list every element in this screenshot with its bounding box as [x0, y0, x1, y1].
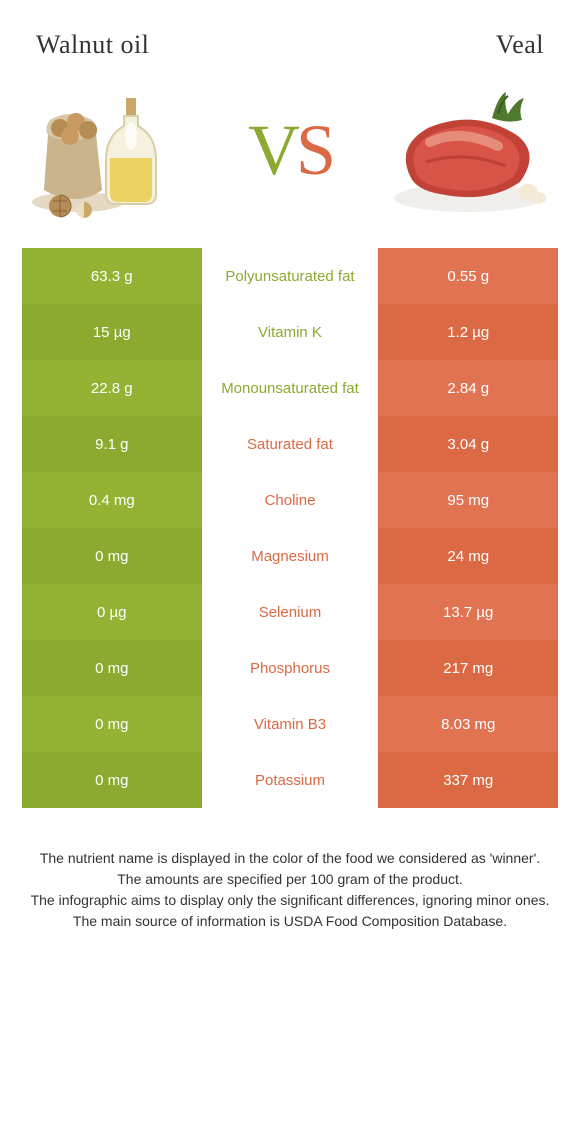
image-walnut-oil [30, 80, 200, 220]
title-right: Veal [496, 30, 544, 60]
value-left: 0 mg [22, 640, 202, 696]
vs-label: VS [248, 109, 332, 192]
value-right: 337 mg [378, 752, 558, 808]
nutrient-label: Polyunsaturated fat [202, 248, 379, 304]
value-left: 0 mg [22, 752, 202, 808]
value-right: 95 mg [378, 472, 558, 528]
vs-v: V [248, 110, 296, 190]
nutrient-label: Choline [202, 472, 379, 528]
table-row: 15 µgVitamin K1.2 µg [22, 304, 558, 360]
comparison-table-wrap: 63.3 gPolyunsaturated fat0.55 g15 µgVita… [0, 248, 580, 808]
table-row: 0 mgPotassium337 mg [22, 752, 558, 808]
value-right: 3.04 g [378, 416, 558, 472]
value-right: 1.2 µg [378, 304, 558, 360]
nutrient-label: Vitamin B3 [202, 696, 379, 752]
footnote-line: The main source of information is USDA F… [30, 911, 550, 932]
hero-row: VS [0, 70, 580, 248]
value-left: 22.8 g [22, 360, 202, 416]
table-row: 22.8 gMonounsaturated fat2.84 g [22, 360, 558, 416]
table-row: 0 mgMagnesium24 mg [22, 528, 558, 584]
table-row: 63.3 gPolyunsaturated fat0.55 g [22, 248, 558, 304]
value-left: 15 µg [22, 304, 202, 360]
value-right: 2.84 g [378, 360, 558, 416]
header-titles: Walnut oil Veal [0, 0, 580, 70]
value-left: 0 mg [22, 696, 202, 752]
footnote-line: The infographic aims to display only the… [30, 890, 550, 911]
table-row: 0 µgSelenium13.7 µg [22, 584, 558, 640]
image-veal [380, 80, 550, 220]
value-right: 13.7 µg [378, 584, 558, 640]
table-row: 0 mgVitamin B38.03 mg [22, 696, 558, 752]
nutrient-label: Monounsaturated fat [202, 360, 379, 416]
value-left: 9.1 g [22, 416, 202, 472]
nutrient-label: Potassium [202, 752, 379, 808]
nutrient-label: Magnesium [202, 528, 379, 584]
value-right: 217 mg [378, 640, 558, 696]
table-row: 0.4 mgCholine95 mg [22, 472, 558, 528]
table-row: 0 mgPhosphorus217 mg [22, 640, 558, 696]
footnotes: The nutrient name is displayed in the co… [0, 808, 580, 962]
vs-s: S [296, 110, 332, 190]
nutrient-label: Vitamin K [202, 304, 379, 360]
value-left: 0.4 mg [22, 472, 202, 528]
comparison-table: 63.3 gPolyunsaturated fat0.55 g15 µgVita… [22, 248, 558, 808]
nutrient-label: Selenium [202, 584, 379, 640]
footnote-line: The amounts are specified per 100 gram o… [30, 869, 550, 890]
value-right: 8.03 mg [378, 696, 558, 752]
table-row: 9.1 gSaturated fat3.04 g [22, 416, 558, 472]
value-right: 24 mg [378, 528, 558, 584]
footnote-line: The nutrient name is displayed in the co… [30, 848, 550, 869]
value-left: 0 µg [22, 584, 202, 640]
value-right: 0.55 g [378, 248, 558, 304]
value-left: 0 mg [22, 528, 202, 584]
nutrient-label: Saturated fat [202, 416, 379, 472]
title-left: Walnut oil [36, 30, 149, 60]
nutrient-label: Phosphorus [202, 640, 379, 696]
value-left: 63.3 g [22, 248, 202, 304]
